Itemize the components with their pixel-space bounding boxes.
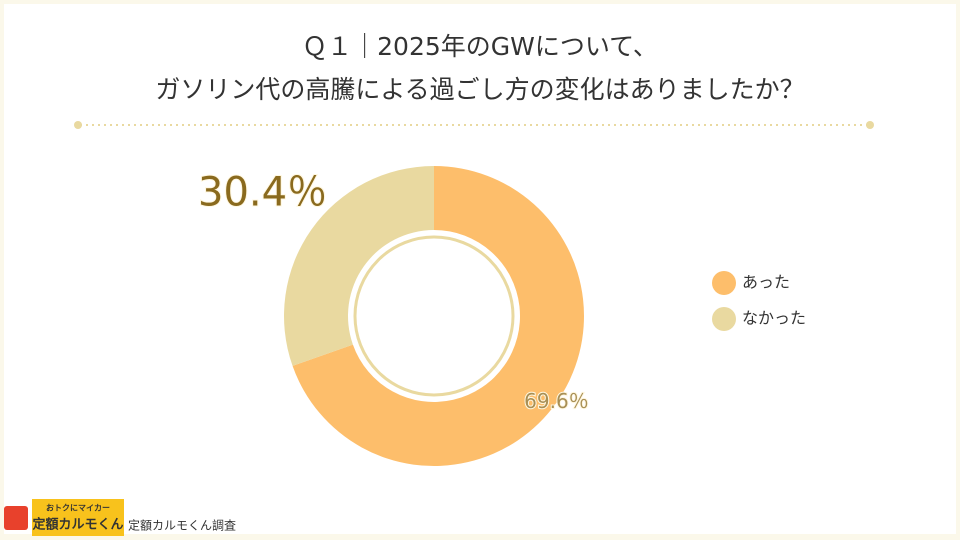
legend-label: なかった: [742, 309, 806, 328]
logo: [32, 499, 124, 536]
logo-icon: [4, 506, 28, 530]
legend-label: あった: [742, 273, 790, 292]
legend-swatch: [712, 271, 736, 295]
title-line: ガソリン代の高騰による過ごし方の変化はありましたか？: [155, 75, 804, 104]
data-label: 69.6％: [524, 389, 589, 413]
divider-dot: [74, 121, 82, 129]
slice: [292, 166, 584, 467]
slice: [283, 166, 434, 366]
divider-dot: [866, 121, 874, 129]
title-line: Ｑ１｜2025年のGWについて、: [302, 32, 658, 61]
logo-text: おトクにマイカー: [46, 503, 110, 513]
logo-text: 定額カルモくん: [31, 517, 123, 533]
data-label: 30.4％: [198, 170, 327, 216]
legend-swatch: [712, 307, 736, 331]
inner-ring: [353, 235, 515, 397]
source: 定額カルモくん調査: [128, 518, 236, 533]
donut: 69.6％ 30.4％: [197, 166, 590, 467]
